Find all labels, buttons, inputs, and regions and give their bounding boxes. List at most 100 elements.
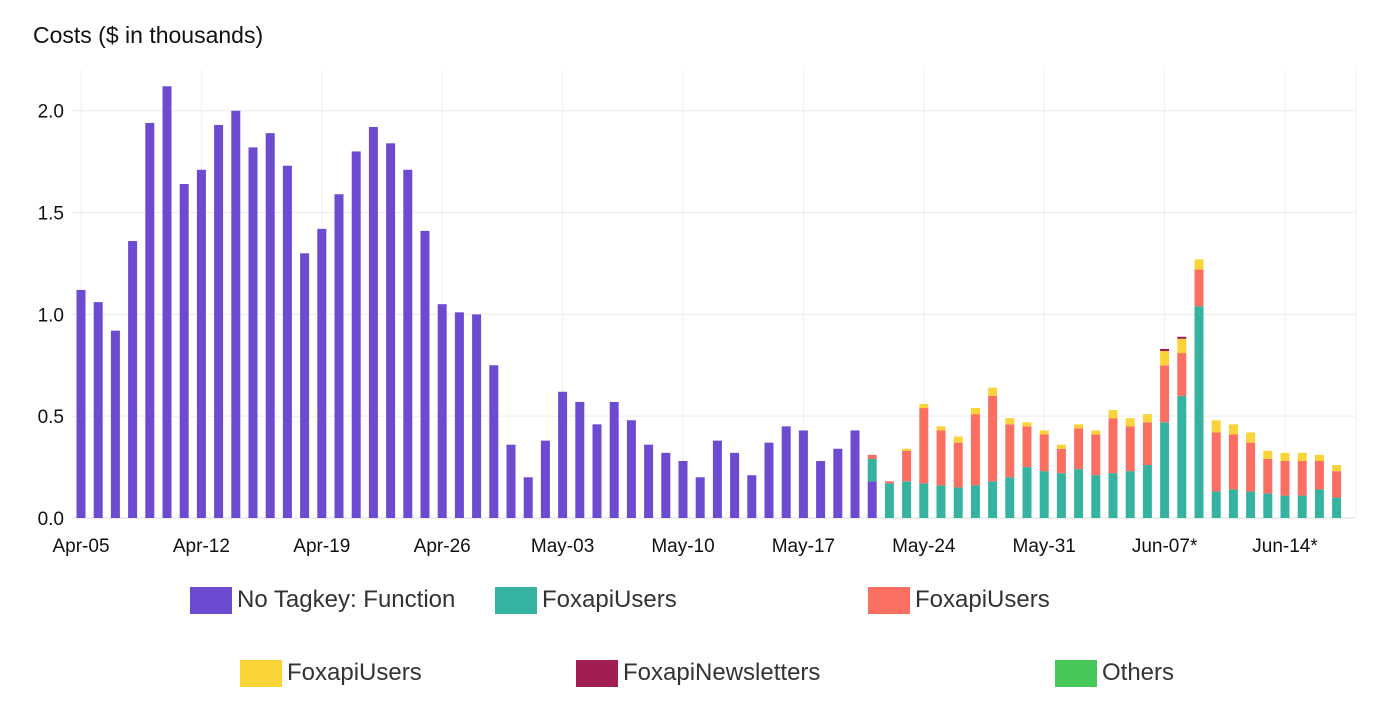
bar-segment[interactable] <box>454 312 464 518</box>
bar-segment[interactable] <box>1005 418 1015 425</box>
bar-segment[interactable] <box>833 448 843 518</box>
bar-segment[interactable] <box>506 444 516 518</box>
legend-item[interactable]: FoxapiUsers <box>868 586 1050 614</box>
bar-segment[interactable] <box>816 460 826 518</box>
bar-segment[interactable] <box>1314 489 1324 518</box>
bar-segment[interactable] <box>919 403 929 409</box>
bar-segment[interactable] <box>988 387 998 396</box>
bar-segment[interactable] <box>128 241 138 518</box>
bar-segment[interactable] <box>179 184 189 518</box>
bar-segment[interactable] <box>265 133 275 519</box>
bar-segment[interactable] <box>1314 460 1324 490</box>
bar-segment[interactable] <box>1039 471 1049 518</box>
bar-segment[interactable] <box>1263 493 1273 518</box>
bar-segment[interactable] <box>988 481 998 518</box>
bar-segment[interactable] <box>953 442 963 488</box>
bar-segment[interactable] <box>145 122 155 518</box>
bar-segment[interactable] <box>1211 491 1221 518</box>
bar-segment[interactable] <box>764 442 774 518</box>
bar-segment[interactable] <box>76 289 86 518</box>
bar-segment[interactable] <box>867 458 877 482</box>
bar-segment[interactable] <box>936 485 946 518</box>
bar-segment[interactable] <box>712 440 722 518</box>
bar-segment[interactable] <box>1211 420 1221 433</box>
bar-segment[interactable] <box>231 110 241 519</box>
bar-segment[interactable] <box>936 426 946 431</box>
bar-segment[interactable] <box>403 169 413 519</box>
bar-segment[interactable] <box>1056 448 1066 474</box>
bar-segment[interactable] <box>1074 424 1084 429</box>
legend-item[interactable]: No Tagkey: Function <box>190 586 455 614</box>
legend-item[interactable]: Others <box>1055 659 1174 687</box>
bar-segment[interactable] <box>1280 460 1290 496</box>
bar-segment[interactable] <box>970 485 980 518</box>
bar-segment[interactable] <box>988 395 998 482</box>
legend-item[interactable]: FoxapiNewsletters <box>576 659 820 687</box>
bar-segment[interactable] <box>1074 469 1084 518</box>
bar-segment[interactable] <box>1332 497 1342 518</box>
bar-segment[interactable] <box>1280 452 1290 461</box>
bar-segment[interactable] <box>884 481 894 484</box>
bar-segment[interactable] <box>1125 426 1135 472</box>
bar-segment[interactable] <box>1125 471 1135 518</box>
bar-segment[interactable] <box>695 477 705 518</box>
bar-segment[interactable] <box>798 430 808 518</box>
bar-segment[interactable] <box>1074 428 1084 470</box>
bar-segment[interactable] <box>1297 495 1307 518</box>
bar-segment[interactable] <box>1332 465 1342 472</box>
bar-segment[interactable] <box>1228 434 1238 490</box>
bar-segment[interactable] <box>1160 348 1170 352</box>
bar-segment[interactable] <box>282 165 292 518</box>
bar-segment[interactable] <box>1332 471 1342 498</box>
bar-segment[interactable] <box>437 304 447 518</box>
bar-segment[interactable] <box>1297 460 1307 496</box>
bar-segment[interactable] <box>351 151 361 519</box>
bar-segment[interactable] <box>1177 336 1187 339</box>
bar-segment[interactable] <box>1160 365 1170 423</box>
bar-segment[interactable] <box>196 169 206 519</box>
bar-segment[interactable] <box>1177 338 1187 354</box>
bar-segment[interactable] <box>1005 424 1015 478</box>
bar-segment[interactable] <box>472 314 482 518</box>
bar-segment[interactable] <box>850 430 860 518</box>
bar-segment[interactable] <box>1108 410 1118 419</box>
bar-segment[interactable] <box>661 452 671 518</box>
bar-segment[interactable] <box>317 228 327 518</box>
bar-segment[interactable] <box>1022 467 1032 518</box>
bar-segment[interactable] <box>919 483 929 518</box>
bar-segment[interactable] <box>558 391 568 518</box>
bar-segment[interactable] <box>300 253 310 519</box>
bar-segment[interactable] <box>867 481 877 518</box>
bar-segment[interactable] <box>1039 434 1049 472</box>
bar-segment[interactable] <box>781 426 791 518</box>
bar-segment[interactable] <box>1246 432 1256 443</box>
bar-segment[interactable] <box>919 408 929 484</box>
bar-segment[interactable] <box>1177 353 1187 396</box>
bar-segment[interactable] <box>575 401 585 518</box>
bar-segment[interactable] <box>1005 477 1015 518</box>
bar-segment[interactable] <box>1056 444 1066 449</box>
bar-segment[interactable] <box>1246 442 1256 492</box>
bar-segment[interactable] <box>1194 306 1204 518</box>
bar-segment[interactable] <box>162 86 172 519</box>
bar-segment[interactable] <box>1211 432 1221 492</box>
bar-segment[interactable] <box>1246 491 1256 518</box>
bar-segment[interactable] <box>1228 424 1238 435</box>
bar-segment[interactable] <box>953 436 963 443</box>
legend-item[interactable] <box>918 659 965 686</box>
bar-segment[interactable] <box>936 430 946 486</box>
bar-segment[interactable] <box>1194 269 1204 307</box>
bar-segment[interactable] <box>902 481 912 518</box>
bar-segment[interactable] <box>110 330 120 518</box>
bar-segment[interactable] <box>1314 454 1324 461</box>
bar-segment[interactable] <box>970 408 980 415</box>
bar-segment[interactable] <box>644 444 654 518</box>
bar-segment[interactable] <box>93 302 103 518</box>
bar-segment[interactable] <box>953 487 963 518</box>
bar-segment[interactable] <box>1228 489 1238 518</box>
bar-segment[interactable] <box>1022 422 1032 427</box>
bar-segment[interactable] <box>1056 473 1066 518</box>
bar-segment[interactable] <box>1108 418 1118 474</box>
bar-segment[interactable] <box>540 440 550 518</box>
bar-segment[interactable] <box>609 401 619 518</box>
